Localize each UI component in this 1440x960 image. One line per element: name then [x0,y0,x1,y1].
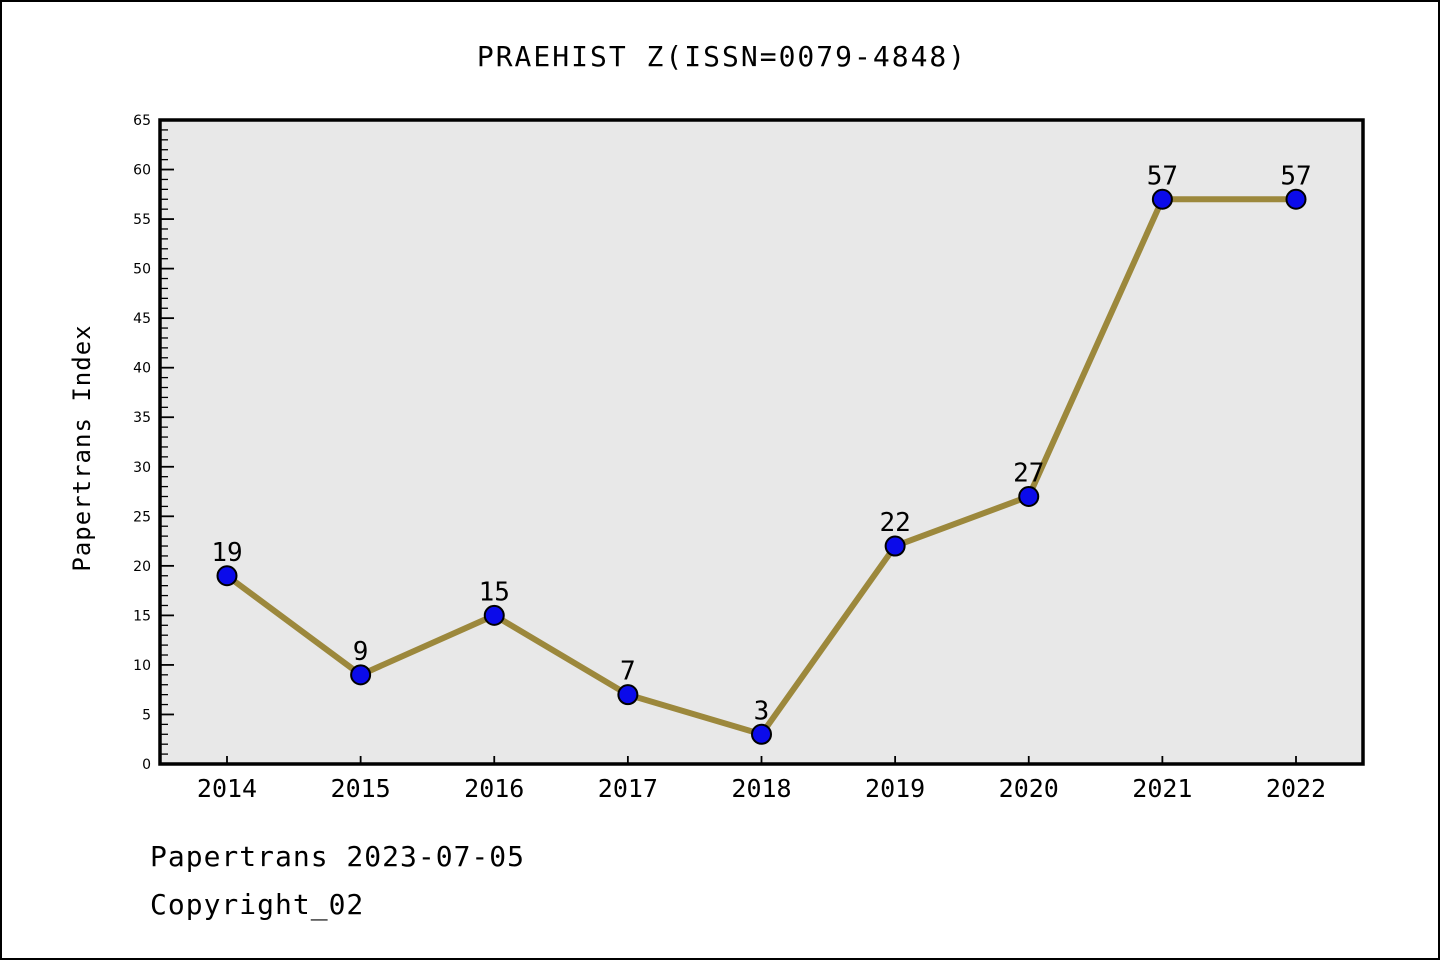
y-tick-label: 50 [133,262,151,278]
x-tick-label: 2021 [1132,774,1192,803]
y-tick-label: 55 [133,212,151,228]
data-point-marker [617,684,639,706]
data-point-label: 9 [353,637,369,667]
data-point-label: 57 [1147,161,1178,191]
y-tick-label: 35 [133,410,151,426]
y-tick-label: 65 [133,113,151,129]
x-tick-label: 2017 [598,774,658,803]
data-point-marker [751,723,772,745]
data-point-marker [884,535,906,557]
x-tick-label: 2020 [999,774,1059,803]
data-point-marker [216,565,238,587]
x-tick-label: 2014 [197,774,257,803]
plot-area [160,120,1363,764]
y-tick-label: 20 [133,559,151,575]
y-tick-label: 15 [133,608,151,624]
y-tick-label: 60 [133,163,151,179]
y-tick-label: 25 [133,509,151,525]
y-tick-label: 0 [142,757,151,773]
data-point-marker [483,604,505,626]
chart-title: PRAEHIST Z(ISSN=0079-4848) [476,40,968,73]
footer-copyright: Copyright_02 [150,888,365,921]
data-point-label: 22 [879,508,910,538]
data-point-marker [1151,188,1173,210]
data-point-marker [1285,188,1307,210]
x-tick-label: 2019 [865,774,925,803]
x-tick-label: 2022 [1266,774,1326,803]
y-tick-label: 10 [133,658,151,674]
data-point-marker [350,664,372,686]
data-point-label: 19 [211,538,242,568]
y-tick-label: 5 [142,707,151,723]
data-point-label: 57 [1280,161,1311,191]
data-point-label: 7 [620,657,636,687]
data-point-label: 15 [479,577,510,607]
plot-border [158,118,1365,766]
x-tick-label: 2018 [731,774,791,803]
x-tick-label: 2015 [331,774,391,803]
data-point-label: 27 [1013,458,1044,488]
data-point-label: 3 [754,696,770,726]
footer-source-date: Papertrans 2023-07-05 [150,840,526,873]
y-tick-label: 40 [133,361,151,377]
y-tick-label: 45 [133,311,151,327]
y-tick-label: 30 [133,460,151,476]
data-point-marker [1018,485,1040,507]
x-tick-label: 2016 [464,774,524,803]
